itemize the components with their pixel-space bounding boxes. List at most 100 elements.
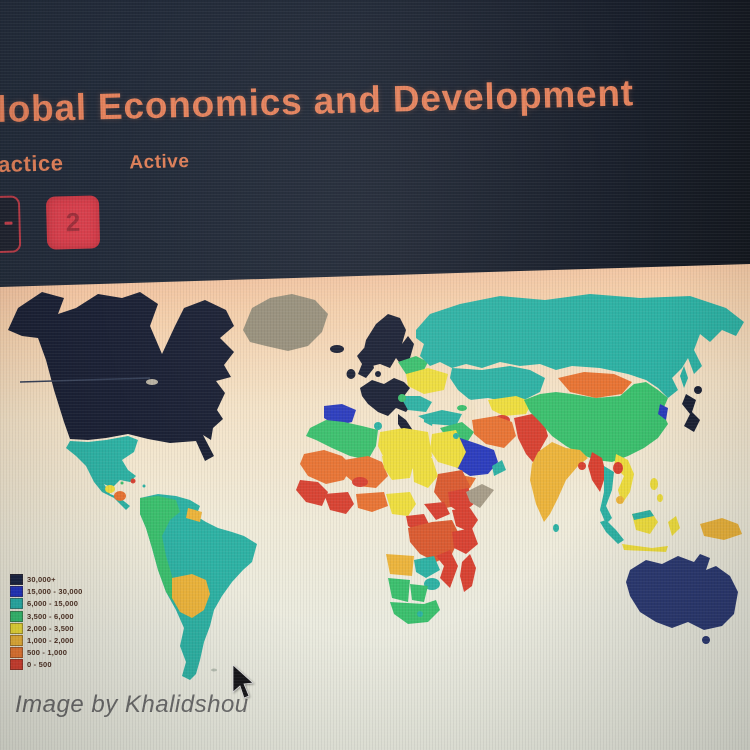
question-nav-button-2[interactable]: 2 [45, 195, 101, 250]
legend-swatch [10, 586, 23, 598]
region-namibia [388, 578, 410, 602]
region-andes-countries [140, 496, 180, 600]
tab-bar: actice Active [0, 131, 750, 178]
legend-label: 1,000 - 2,000 [27, 635, 74, 645]
legend-label: 30,000+ [27, 575, 56, 585]
region-central-african-rep [424, 502, 450, 520]
region-iceland [330, 345, 344, 353]
legend-row: 0 - 500 [10, 658, 83, 670]
region-kazakhstan [450, 366, 545, 402]
legend-row: 500 - 1,000 [10, 646, 83, 658]
region-egypt [430, 430, 466, 468]
region-honduras-nicaragua [114, 491, 126, 501]
region-mexico-central-america [66, 436, 138, 510]
region-denmark [375, 371, 381, 377]
region-north-america [8, 292, 234, 461]
region-south-africa [390, 600, 440, 624]
region-sri-lanka [553, 524, 559, 532]
region-morocco-algeria [306, 420, 378, 460]
region-chad [412, 458, 438, 488]
region-antilles [142, 484, 146, 488]
region-myanmar [588, 452, 606, 492]
region-borneo-malaysia [632, 510, 654, 520]
region-kenya-uganda [452, 508, 478, 532]
world-map-image [8, 292, 744, 680]
region-turkey [418, 410, 462, 426]
region-western-europe [360, 378, 412, 416]
legend-swatch [10, 622, 23, 634]
region-hispaniola [130, 478, 136, 484]
region-hungary [398, 394, 406, 402]
region-thailand [600, 466, 614, 524]
region-sakhalin [680, 366, 688, 388]
region-balkans [400, 396, 432, 412]
region-angola [386, 554, 414, 576]
legend-swatch [10, 598, 23, 610]
region-mongolia [558, 372, 632, 398]
region-hokkaido [694, 386, 702, 394]
region-india [530, 442, 588, 522]
question-nav: 2 [0, 174, 750, 254]
region-russia [416, 294, 744, 398]
region-philippines-south [657, 494, 663, 502]
legend-row: 30,000+ [10, 574, 83, 586]
question-nav-button-partial[interactable] [0, 195, 22, 254]
page-title: lobal Economics and Development [0, 72, 635, 130]
region-burkina [352, 477, 368, 487]
region-falklands [211, 668, 217, 672]
region-new-guinea [700, 518, 742, 540]
region-greenland [243, 294, 328, 351]
region-jamaica [120, 481, 124, 485]
region-lesotho [417, 611, 423, 617]
region-zimbabwe [424, 578, 440, 590]
legend-row: 3,500 - 6,000 [10, 610, 83, 622]
mouse-cursor-icon [232, 665, 254, 699]
legend-swatch [10, 646, 23, 658]
tab-practice[interactable]: actice [0, 150, 64, 177]
region-cambodia [616, 496, 624, 504]
region-zambia [414, 556, 440, 578]
dash-icon [4, 221, 13, 225]
region-iran [472, 416, 516, 448]
legend-label: 2,000 - 3,500 [27, 623, 74, 633]
legend-swatch [10, 574, 23, 586]
region-malaysia-sumatra [600, 520, 624, 544]
map-caption: Image by Khalidshou [15, 691, 249, 718]
header-content: lobal Economics and Development actice A… [0, 67, 750, 254]
region-philippines [650, 478, 658, 490]
region-guatemala [105, 485, 115, 493]
legend-label: 6,000 - 15,000 [27, 599, 79, 609]
region-ireland [346, 369, 356, 379]
legend-swatch [10, 658, 23, 670]
legend-swatch [10, 610, 23, 622]
region-senegal-guinea [296, 480, 328, 506]
region-korea [658, 404, 668, 420]
region-benin-togo [356, 492, 388, 512]
region-tasmania [702, 636, 710, 644]
legend-row: 15,000 - 30,000 [10, 586, 83, 598]
region-nigeria [386, 492, 416, 516]
region-uzbekistan [488, 396, 532, 416]
region-laos [613, 462, 623, 474]
region-spain [324, 404, 356, 426]
map-legend: 30,000+ 15,000 - 30,000 6,000 - 15,000 3… [10, 574, 83, 670]
region-botswana [410, 584, 428, 602]
region-horn-of-africa [466, 484, 494, 508]
caspian-sea [460, 399, 476, 421]
region-scandinavia [362, 314, 414, 368]
region-australia [626, 554, 738, 630]
region-caucasus [457, 405, 467, 411]
tab-active[interactable]: Active [129, 150, 190, 174]
region-bolivia-paraguay [172, 574, 210, 618]
region-vietnam [614, 454, 634, 504]
region-sulawesi [668, 516, 680, 536]
region-china [524, 382, 668, 462]
header: lobal Economics and Development actice A… [0, 0, 750, 287]
region-poland-baltics [398, 356, 428, 374]
region-cuba [110, 472, 126, 480]
region-niger [382, 454, 414, 480]
region-tanzania [452, 528, 478, 554]
region-japan [682, 394, 700, 432]
region-levant [453, 433, 459, 439]
